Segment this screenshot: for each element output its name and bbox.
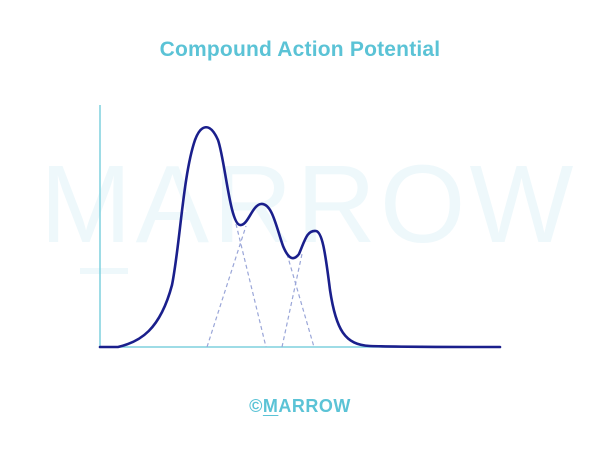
compound-action-potential-curve — [98, 125, 502, 349]
logo-letter-m: M — [262, 396, 279, 416]
component-dash-2 — [235, 223, 267, 348]
component-dash-1 — [206, 225, 247, 348]
component-dashes — [206, 223, 315, 348]
component-dash-3 — [281, 253, 303, 348]
diagram-title: Compound Action Potential — [159, 38, 441, 61]
watermark-text: MARROW — [40, 143, 578, 266]
marrow-logo: ©MARROW — [0, 396, 600, 417]
logo-text-rest: ARROW — [278, 396, 351, 416]
watermark-underline — [80, 268, 128, 274]
component-dash-4 — [286, 253, 315, 348]
copyright-symbol: © — [249, 396, 263, 416]
